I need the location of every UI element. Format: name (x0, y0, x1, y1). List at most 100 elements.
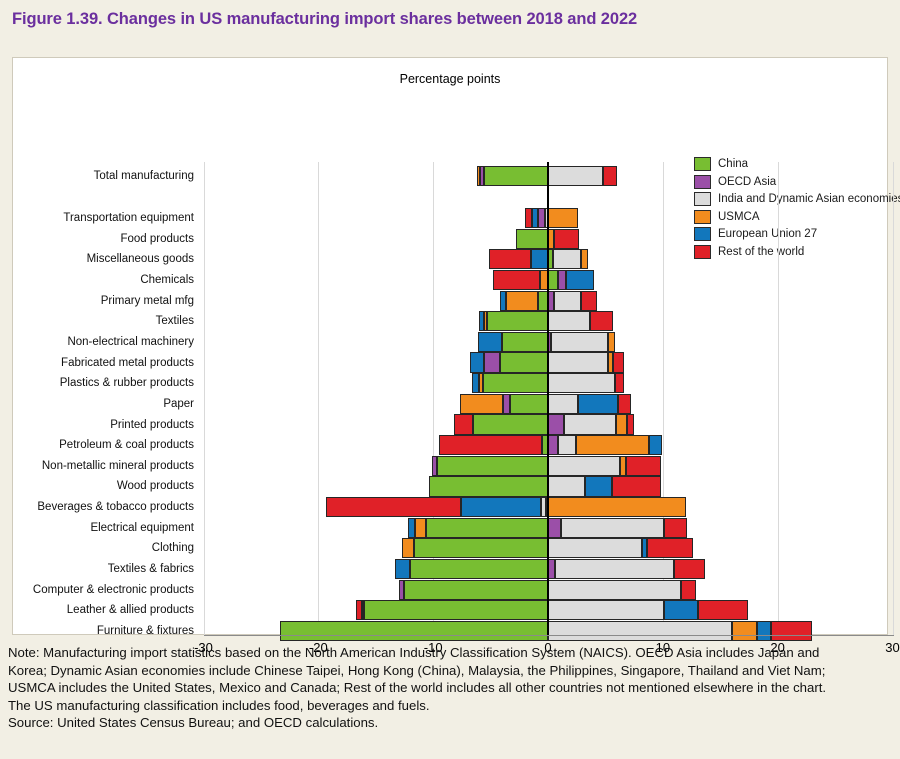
category-label: Clothing (151, 542, 194, 555)
category-label: Petroleum & coal products (59, 439, 194, 452)
x-tick-label: 20 (770, 640, 785, 655)
chart-subtitle: Percentage points (399, 72, 501, 86)
bar-segment (487, 311, 548, 332)
category-label: Non-electrical machinery (67, 335, 194, 348)
bar-segment (564, 414, 616, 435)
bar-segment (525, 207, 532, 229)
bar-segment (612, 476, 661, 497)
bar-row (204, 455, 893, 476)
x-tick-label: 10 (655, 640, 671, 655)
bar-segment (558, 435, 576, 456)
bar-segment (432, 455, 437, 476)
bar-segment (674, 558, 706, 580)
bar-segment (479, 311, 484, 332)
bar-segment (607, 331, 615, 352)
bar-row (204, 517, 893, 538)
bar-segment (280, 620, 548, 642)
bar-segment (590, 311, 614, 332)
bar-segment (469, 352, 484, 373)
category-label: Total manufacturing (93, 170, 194, 182)
bar-segment (548, 435, 559, 456)
bar-segment (566, 269, 594, 291)
bar-row (204, 352, 893, 373)
bar-segment (646, 538, 693, 559)
bar-segment (548, 393, 578, 414)
category-label: Primary metal mfg (100, 294, 194, 307)
legend-label: USMCA (718, 210, 760, 223)
page-title: Figure 1.39. Changes in US manufacturing… (12, 10, 638, 28)
bar-segment (515, 228, 548, 249)
gridline (318, 162, 320, 635)
legend-label: China (718, 158, 749, 170)
bar-segment (483, 311, 488, 332)
category-label: Beverages & tobacco products (37, 501, 194, 514)
bar-row (204, 393, 893, 414)
bar-segment (770, 620, 813, 642)
gridline (892, 162, 894, 635)
bar-row (204, 414, 893, 435)
bar-segment (548, 455, 621, 476)
bar-segment (548, 558, 555, 580)
legend-item: OECD Asia (694, 174, 894, 190)
note-line-4: The US manufacturing classification incl… (8, 697, 430, 713)
bar-row (204, 476, 893, 497)
bar-segment (548, 538, 643, 559)
bar-segment (398, 579, 405, 600)
bar-segment (395, 558, 411, 580)
bar-segment (548, 600, 664, 621)
legend-item: India and Dynamic Asian economies (694, 191, 900, 207)
bar-segment (482, 373, 548, 394)
bar-segment (626, 455, 661, 476)
bar-segment (613, 352, 624, 373)
category-axis-labels: Total manufacturing Transportation equipm… (13, 58, 194, 637)
category-label: Leather & allied products (66, 604, 194, 617)
legend-item: Rest of the world (694, 244, 894, 260)
bar-segment (581, 249, 589, 270)
bar-segment (558, 269, 567, 291)
bar-row (204, 600, 893, 621)
bar-segment (548, 414, 565, 435)
bar-segment (402, 538, 414, 559)
legend-swatch-icon (694, 157, 711, 171)
bar-row (204, 620, 893, 642)
bar-segment (483, 352, 500, 373)
x-tick-label: -10 (423, 640, 443, 655)
bar-segment (428, 476, 548, 497)
bar-row (204, 331, 893, 352)
legend-label: Rest of the world (718, 245, 805, 258)
bar-segment (426, 517, 548, 538)
bar-segment (548, 517, 561, 538)
bar-segment (577, 393, 619, 414)
category-label: Computer & electronic products (32, 583, 194, 596)
bar-segment (414, 517, 427, 538)
category-label: Wood products (116, 480, 194, 493)
bar-segment (436, 455, 548, 476)
legend-item: European Union 27 (694, 226, 894, 242)
bar-segment (492, 269, 540, 291)
bar-segment (551, 331, 608, 352)
category-label: Miscellaneous goods (86, 253, 194, 266)
bar-segment (575, 435, 650, 456)
bar-segment (356, 600, 362, 621)
bar-segment (618, 393, 631, 414)
x-axis-baseline (204, 635, 894, 636)
bar-row (204, 228, 893, 249)
bar-segment (459, 393, 504, 414)
bar-segment (553, 228, 579, 249)
category-label: Plastics & rubber products (59, 377, 194, 390)
note-line-1: Note: Manufacturing import statistics ba… (8, 645, 820, 660)
bar-segment (663, 517, 687, 538)
legend-item: China (694, 156, 894, 172)
bar-segment (548, 476, 585, 497)
bar-segment (548, 352, 608, 373)
legend-label: India and Dynamic Asian economies (718, 193, 900, 205)
bar-segment (554, 558, 675, 580)
bar-segment (473, 414, 548, 435)
chart-legend: China OECD Asia India and Dynamic Asian ec… (694, 156, 900, 261)
bar-segment (681, 579, 697, 600)
legend-swatch-icon (694, 174, 711, 189)
bar-segment (410, 558, 548, 580)
legend-swatch-icon (694, 244, 711, 259)
bar-segment (553, 290, 582, 311)
bar-segment (364, 600, 548, 621)
